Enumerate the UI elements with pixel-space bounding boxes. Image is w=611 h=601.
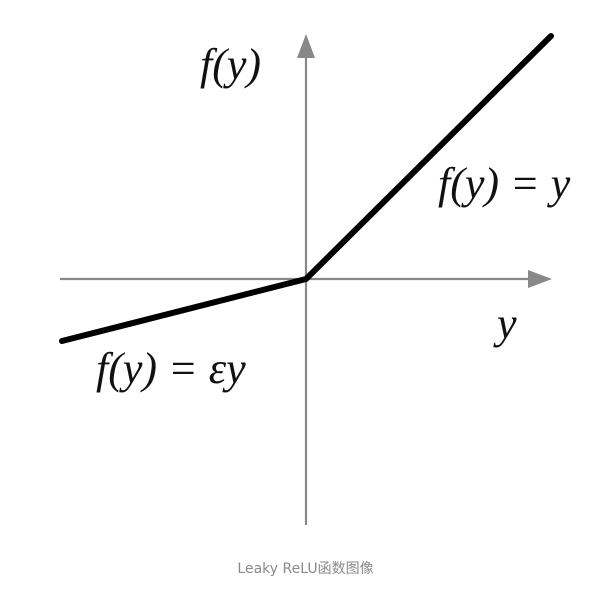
series-line xyxy=(59,33,554,344)
y-axis-arrow-icon xyxy=(297,34,315,58)
negative-branch-label: f(y) = εy xyxy=(96,344,246,393)
y-axis-label: f(y) xyxy=(200,40,261,89)
figure-caption: Leaky ReLU函数图像 xyxy=(237,561,374,577)
positive-branch-label: f(y) = y xyxy=(438,159,571,208)
x-axis-label: y xyxy=(493,299,517,348)
x-axis-arrow-icon xyxy=(528,270,552,288)
